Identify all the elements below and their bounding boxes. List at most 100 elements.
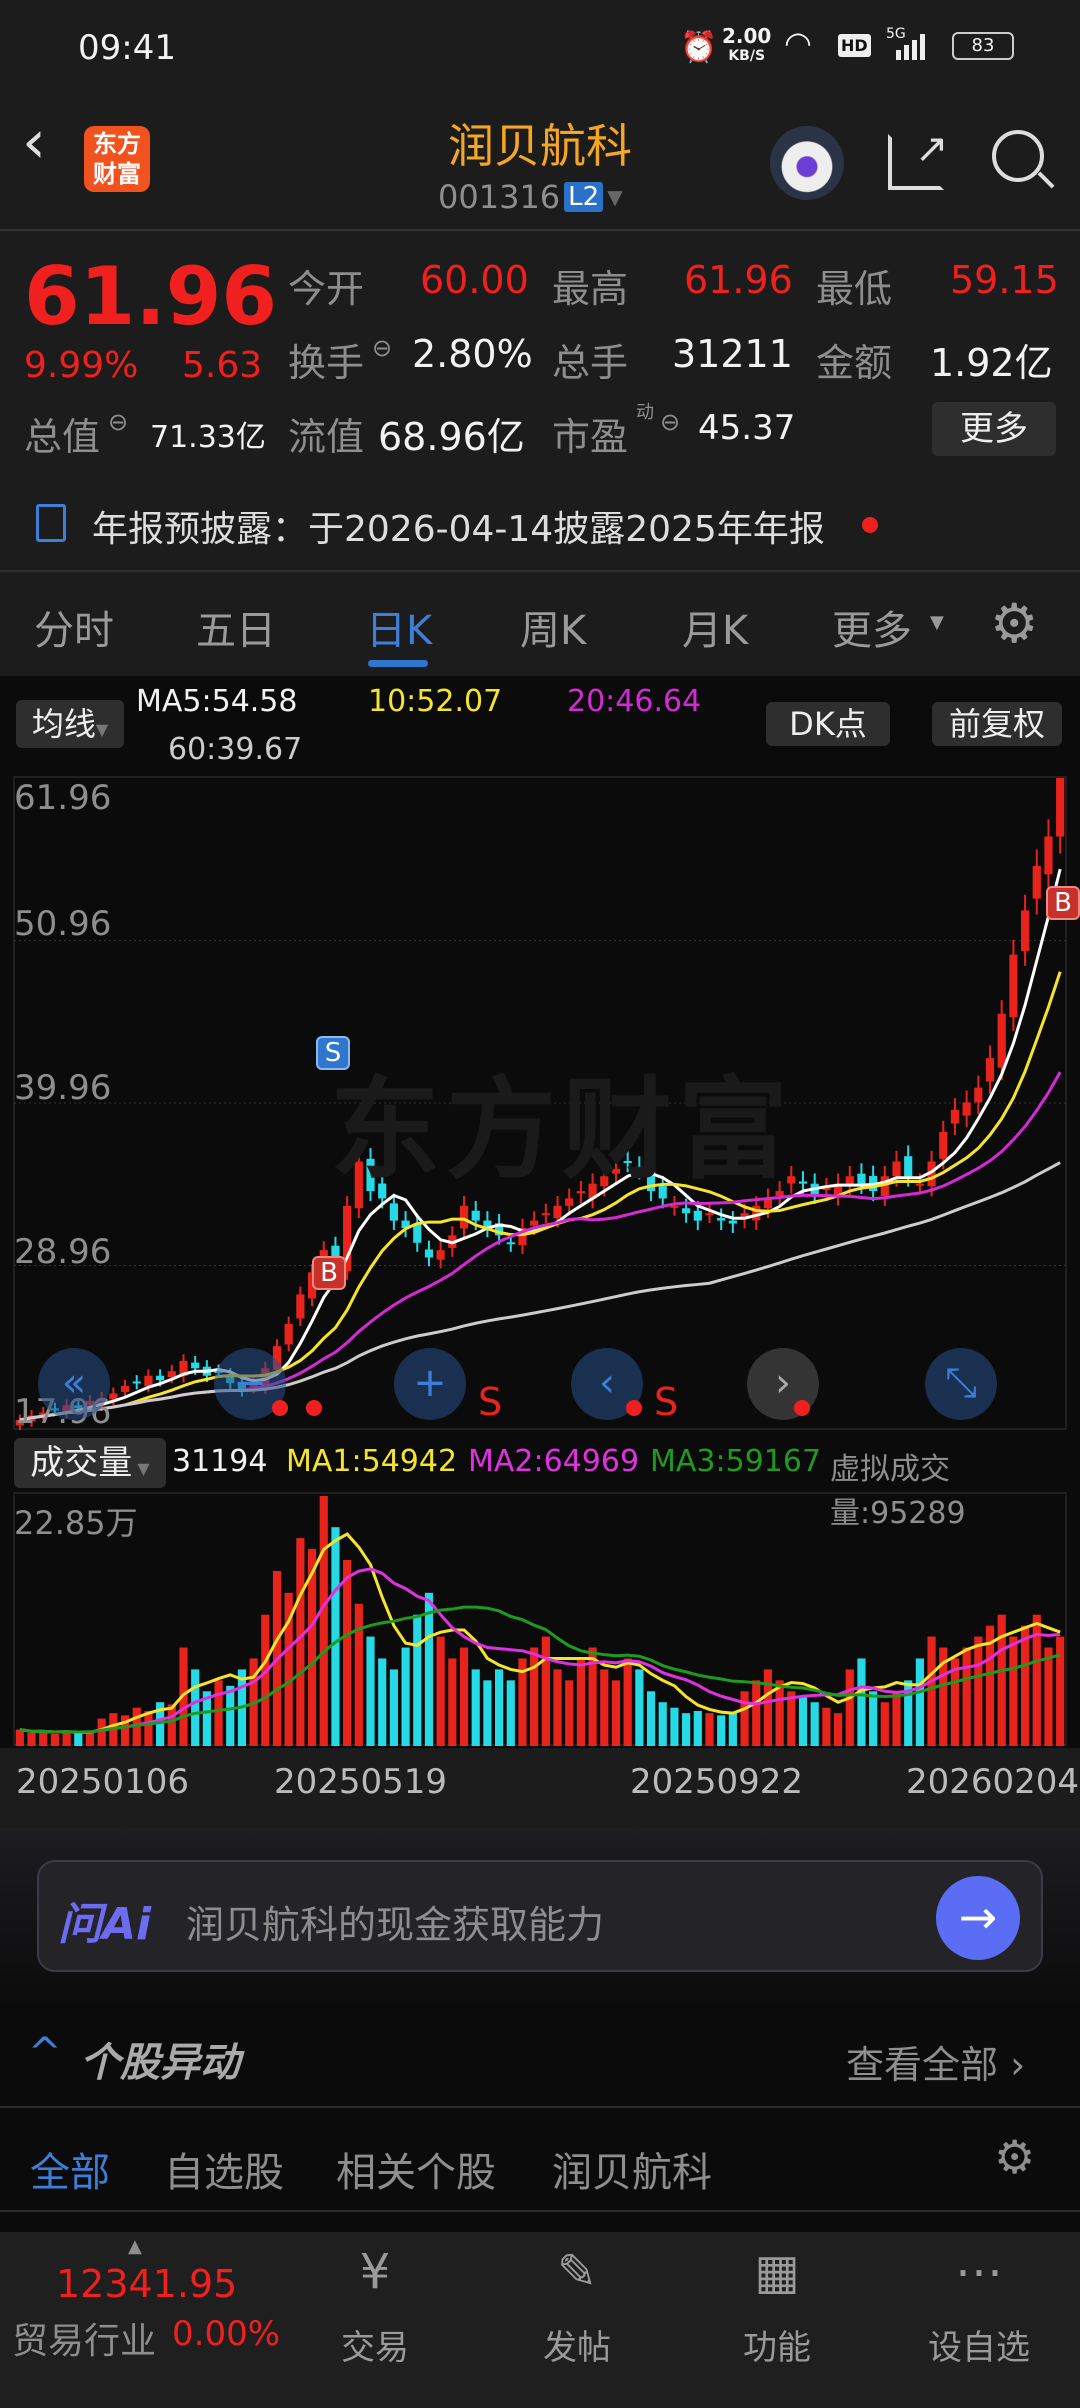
buy-signal-marker[interactable]: B: [1046, 886, 1080, 920]
tab-monthly-k[interactable]: 月K: [682, 608, 749, 654]
candle-body: [635, 1166, 644, 1169]
expand-up-icon[interactable]: ▲: [128, 2236, 142, 2257]
tab-weekly-k[interactable]: 周K: [520, 608, 587, 654]
candle-body: [670, 1205, 679, 1208]
fullscreen-button[interactable]: ⤡: [925, 1348, 997, 1420]
movers-tab-watchlist[interactable]: 自选股: [164, 2150, 284, 2196]
ma-select[interactable]: 均线▼: [16, 700, 124, 748]
info-icon[interactable]: ⊖: [660, 408, 681, 436]
alarm-icon: ⏰: [680, 30, 718, 65]
search-icon[interactable]: [992, 130, 1044, 182]
candle-body: [880, 1176, 889, 1197]
candle-body: [646, 1168, 656, 1192]
view-all-link[interactable]: 查看全部 ›: [846, 2043, 1026, 2087]
tab-more[interactable]: 更多: [832, 608, 912, 654]
volume-bar: [904, 1680, 913, 1746]
sell-signal-marker[interactable]: S: [316, 1036, 350, 1070]
tab-intraday[interactable]: 分时: [34, 608, 114, 654]
nav-functions[interactable]: 功能: [743, 2328, 811, 2368]
candle-body: [494, 1223, 504, 1236]
last-price: 61.96: [24, 250, 278, 343]
info-icon[interactable]: ⊖: [108, 408, 129, 436]
volume-bar: [530, 1647, 539, 1746]
volume-bar: [307, 1549, 317, 1746]
nav-trade[interactable]: 交易: [341, 2328, 409, 2368]
candle-body: [950, 1109, 960, 1124]
zoom-out-button[interactable]: −: [214, 1348, 286, 1420]
share-icon[interactable]: [888, 134, 944, 190]
candle-body: [775, 1191, 784, 1196]
volume-bar: [50, 1733, 60, 1746]
zoom-in-button[interactable]: +: [394, 1348, 466, 1420]
volume-bar: [892, 1691, 901, 1746]
movers-tab-stock[interactable]: 润贝航科: [552, 2150, 712, 2196]
functions-icon: ▦: [754, 2244, 800, 2300]
adjust-button[interactable]: 前复权: [932, 702, 1062, 746]
y-tick: 50.96: [14, 904, 112, 944]
wifi-icon: ◠: [784, 24, 812, 62]
stock-code-selector[interactable]: 001316 L2 ▼: [438, 178, 623, 216]
net-speed-unit: KB/S: [728, 48, 766, 64]
indicator-select[interactable]: 成交量 ▼: [14, 1438, 166, 1488]
ai-logo: 问Ai: [58, 1899, 152, 1950]
tab-daily-k[interactable]: 日K: [366, 608, 433, 654]
tab-five-day[interactable]: 五日: [196, 608, 276, 654]
volume-bar: [623, 1658, 632, 1746]
candle-body: [962, 1102, 971, 1116]
candle-body: [413, 1223, 422, 1243]
scroll-left-button[interactable]: ‹: [571, 1348, 643, 1420]
volume-bar: [120, 1715, 130, 1746]
y-tick: 61.96: [14, 778, 112, 818]
candle-body: [822, 1188, 831, 1191]
post-icon: ✎: [556, 2244, 598, 2300]
nav-post[interactable]: 发帖: [543, 2328, 611, 2368]
info-icon[interactable]: ⊖: [372, 334, 393, 362]
volume-bar: [506, 1680, 515, 1746]
candle-body: [915, 1183, 924, 1186]
sell-signal-label: S: [478, 1380, 503, 1424]
volume-ma1: MA1:54942: [286, 1444, 458, 1479]
ai-question-box[interactable]: [37, 1860, 1043, 1972]
collapse-icon[interactable]: ^: [28, 2030, 62, 2076]
volume-bar: [985, 1625, 995, 1746]
brand-logo: 东方财富: [84, 126, 150, 192]
industry-index-value[interactable]: 12341.95: [56, 2262, 238, 2306]
volume-bar: [565, 1680, 574, 1746]
back-icon[interactable]: ‹: [22, 107, 46, 177]
volume-bar: [927, 1636, 936, 1746]
volume-bar: [693, 1710, 702, 1746]
active-tab-indicator: [368, 660, 428, 667]
movers-tab-related[interactable]: 相关个股: [336, 2150, 496, 2196]
movers-tab-all[interactable]: 全部: [30, 2150, 110, 2196]
industry-name[interactable]: 贸易行业: [12, 2321, 157, 2362]
candle-body: [845, 1176, 854, 1187]
notice-text[interactable]: 年报预披露：于2026-04-14披露2025年年报: [92, 509, 825, 550]
volume-frame: [13, 1492, 1067, 1746]
candle-body: [471, 1210, 480, 1221]
candle-body: [623, 1161, 632, 1164]
candle-body: [1009, 954, 1018, 1018]
volume-ma2: MA2:64969: [468, 1444, 640, 1479]
volume-bar: [85, 1731, 95, 1746]
divider: [0, 570, 1080, 572]
send-arrow-icon[interactable]: →: [936, 1876, 1020, 1960]
scroll-start-button[interactable]: «: [38, 1348, 110, 1420]
volume-bar: [132, 1707, 141, 1746]
high-value: 61.96: [684, 258, 793, 302]
volume-bar: [144, 1710, 153, 1746]
float-value: 68.96亿: [378, 415, 525, 459]
gear-icon[interactable]: ⚙: [990, 592, 1039, 655]
gear-icon[interactable]: ⚙: [994, 2130, 1036, 2184]
volume-bar: [331, 1527, 340, 1746]
turnover-label: 换手: [288, 341, 365, 385]
buy-signal-marker[interactable]: B: [312, 1256, 346, 1290]
dk-point-button[interactable]: DK点: [766, 702, 890, 746]
more-button[interactable]: 更多: [932, 402, 1056, 456]
nav-add-watchlist[interactable]: 设自选: [928, 2328, 1030, 2368]
ai-assistant-avatar[interactable]: [770, 126, 844, 200]
volume-chart[interactable]: [0, 1492, 1080, 1748]
unread-dot: [862, 517, 878, 533]
candle-body: [436, 1250, 445, 1260]
divider: [0, 2210, 1080, 2212]
float-label: 流值: [288, 415, 365, 459]
